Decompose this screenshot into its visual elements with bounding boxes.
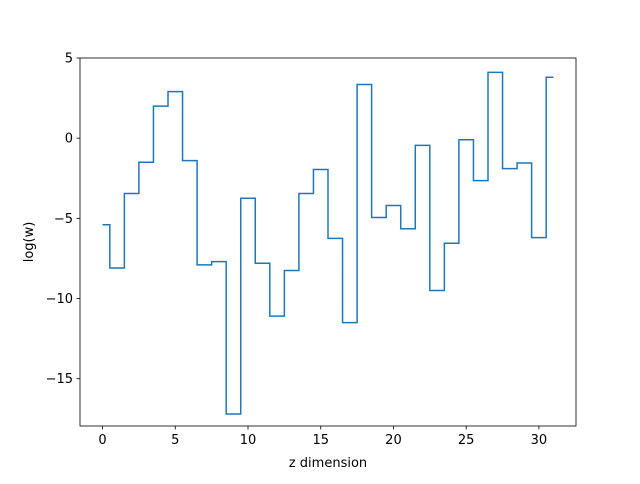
x-tick-label: 0 xyxy=(98,433,106,448)
x-tick-label: 5 xyxy=(171,433,179,448)
y-axis: 5 0 −5 −10 −15 xyxy=(46,52,80,387)
x-tick-label: 10 xyxy=(240,433,257,448)
x-tick-label: 30 xyxy=(531,433,548,448)
x-tick-label: 20 xyxy=(385,433,402,448)
x-axis-label: z dimension xyxy=(289,456,367,471)
y-tick-label: −15 xyxy=(46,372,73,387)
series-line-0 xyxy=(102,71,554,415)
x-tick-label: 15 xyxy=(312,433,329,448)
y-tick-label: −10 xyxy=(46,292,73,307)
y-tick-label: −5 xyxy=(54,212,73,227)
y-axis-label: log(w) xyxy=(22,222,37,263)
x-axis: 0 5 10 15 20 25 30 xyxy=(98,426,547,448)
y-tick-label: 0 xyxy=(65,132,73,147)
plot-frame xyxy=(79,57,577,427)
y-tick-label: 5 xyxy=(65,52,73,67)
plot-content xyxy=(102,71,554,415)
x-tick-label: 25 xyxy=(458,433,475,448)
plot-area xyxy=(80,58,576,426)
